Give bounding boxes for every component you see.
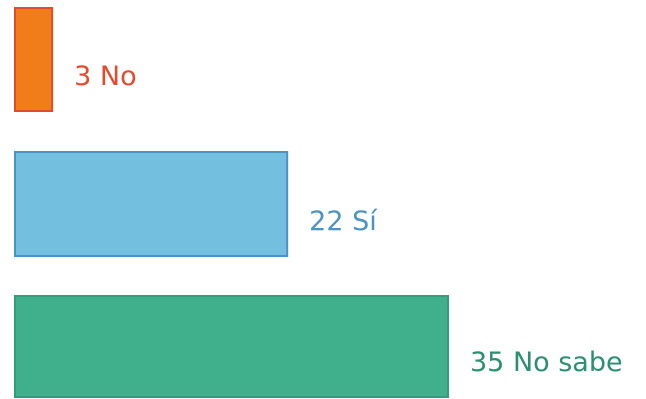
labels-layer: 3 No 22 Sí 35 No sabe: [74, 61, 622, 378]
bar-label-no: 3 No: [74, 61, 136, 92]
bar-no-sabe: [14, 295, 449, 398]
bar-label-no-sabe: 35 No sabe: [470, 347, 623, 378]
bar-label-si: 22 Sí: [309, 206, 378, 237]
bar-si: [14, 151, 289, 257]
bars-layer: [14, 7, 449, 398]
bar-no: [14, 7, 54, 112]
